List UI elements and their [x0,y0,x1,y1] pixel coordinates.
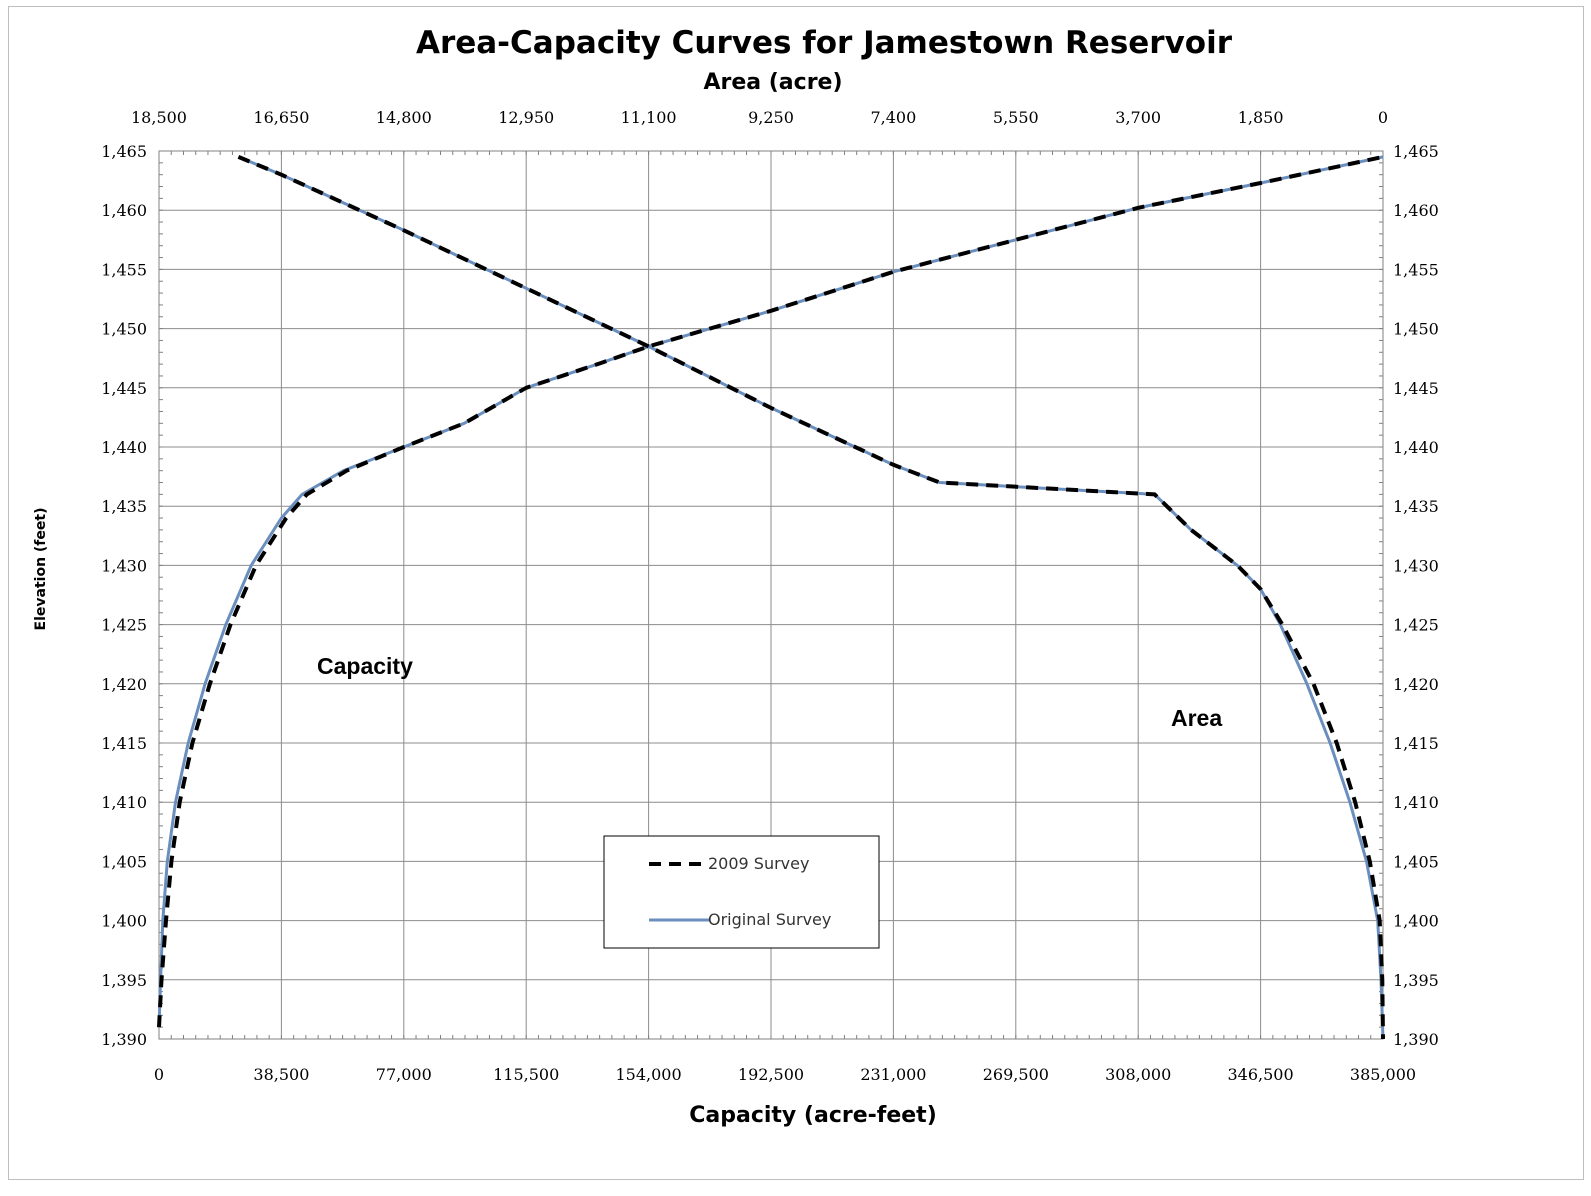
top-tick-label: 12,950 [498,108,554,127]
right-tick-label: 1,395 [1393,971,1439,990]
legend: 2009 Survey Original Survey [603,835,880,949]
left-tick-label: 1,465 [101,142,147,161]
left-tick-label: 1,450 [101,320,147,339]
left-tick-label: 1,390 [101,1030,147,1049]
bottom-tick-label: 269,500 [983,1065,1049,1084]
left-tick-label: 1,455 [101,260,147,279]
top-tick-label: 1,850 [1238,108,1284,127]
top-tick-label: 18,500 [131,108,187,127]
right-tick-label: 1,465 [1393,142,1439,161]
y-axis-title: Elevation (feet) [33,508,49,631]
plot-area-border [158,150,1384,1040]
minor-ticks [158,150,1384,1040]
right-tick-label: 1,450 [1393,320,1439,339]
left-tick-label: 1,420 [101,675,147,694]
top-tick-label: 5,550 [993,108,1039,127]
top-axis-title: Area (acre) [703,70,842,95]
bottom-tick-label: 231,000 [860,1065,926,1084]
right-tick-label: 1,410 [1393,793,1439,812]
bottom-tick-label: 77,000 [376,1065,432,1084]
capacity-annotation: Capacity [317,653,413,679]
right-tick-label: 1,415 [1393,734,1439,753]
top-tick-label: 11,100 [621,108,677,127]
right-tick-label: 1,400 [1393,912,1439,931]
tick-labels: 0 38,500 77,000 115,500 154,000 192,500 231,00… [101,108,1439,1084]
left-tick-label: 1,430 [101,556,147,575]
area-capacity-chart: Area-Capacity Curves for Jamestown Reser… [33,25,1439,1128]
top-tick-label: 14,800 [376,108,432,127]
left-tick-label: 1,445 [101,379,147,398]
right-tick-label: 1,405 [1393,852,1439,871]
left-tick-label: 1,410 [101,793,147,812]
top-tick-label: 16,650 [253,108,309,127]
area-curve-2009-survey [237,155,1385,1040]
right-tick-label: 1,440 [1393,438,1439,457]
right-tick-label: 1,390 [1393,1030,1439,1049]
bottom-tick-label: 38,500 [253,1065,309,1084]
right-tick-label: 1,435 [1393,497,1439,516]
capacity-curve-2009-survey [157,154,1384,1028]
left-tick-label: 1,395 [101,971,147,990]
right-tick-label: 1,425 [1393,616,1439,635]
top-tick-label: 9,250 [748,108,794,127]
bottom-axis-title: Capacity (acre-feet) [689,1103,937,1128]
bottom-tick-label: 0 [154,1065,164,1084]
legend-label-original-survey: Original Survey [708,910,831,929]
series-lines [157,154,1385,1040]
left-tick-label: 1,460 [101,201,147,220]
legend-label-2009-survey: 2009 Survey [708,854,809,873]
right-tick-label: 1,445 [1393,379,1439,398]
area-annotation: Area [1171,705,1222,731]
top-tick-label: 0 [1378,108,1388,127]
left-tick-label: 1,425 [101,616,147,635]
right-tick-label: 1,455 [1393,260,1439,279]
chart-frame: Area-Capacity Curves for Jamestown Reser… [8,6,1584,1180]
bottom-tick-label: 154,000 [616,1065,682,1084]
chart-title: Area-Capacity Curves for Jamestown Reser… [416,25,1233,61]
bottom-tick-label: 308,000 [1105,1065,1171,1084]
bottom-tick-label: 346,500 [1228,1065,1294,1084]
bottom-tick-label: 192,500 [738,1065,804,1084]
right-tick-label: 1,420 [1393,675,1439,694]
bottom-tick-label: 115,500 [493,1065,559,1084]
left-tick-label: 1,400 [101,912,147,931]
left-tick-label: 1,405 [101,852,147,871]
top-tick-label: 7,400 [870,108,916,127]
top-tick-label: 3,700 [1115,108,1161,127]
left-tick-label: 1,415 [101,734,147,753]
left-tick-label: 1,435 [101,497,147,516]
legend-box [603,835,880,949]
right-tick-label: 1,430 [1393,556,1439,575]
right-tick-label: 1,460 [1393,201,1439,220]
left-tick-label: 1,440 [101,438,147,457]
bottom-tick-label: 385,000 [1350,1065,1416,1084]
